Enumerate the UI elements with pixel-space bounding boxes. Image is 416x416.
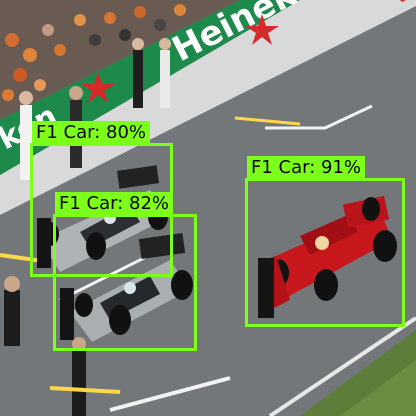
detection-box: F1 Car: 82% bbox=[53, 192, 197, 351]
grid-board-lower bbox=[60, 288, 74, 340]
grandstand-crowd bbox=[0, 0, 240, 120]
detection-label: F1 Car: 82% bbox=[55, 192, 174, 216]
track-edge-line bbox=[268, 316, 416, 416]
pit-wall-top bbox=[0, 0, 416, 215]
detection-label: F1 Car: 80% bbox=[32, 121, 151, 145]
mercedes-car-lower bbox=[70, 233, 193, 342]
detection-label: F1 Car: 91% bbox=[247, 156, 366, 180]
grid-board-ferrari bbox=[258, 258, 274, 318]
grid-board-upper bbox=[37, 218, 51, 268]
detection-box: F1 Car: 91% bbox=[245, 156, 405, 327]
star-logo bbox=[245, 14, 279, 45]
pit-crew-people bbox=[4, 38, 171, 416]
crowd-people bbox=[2, 4, 186, 101]
